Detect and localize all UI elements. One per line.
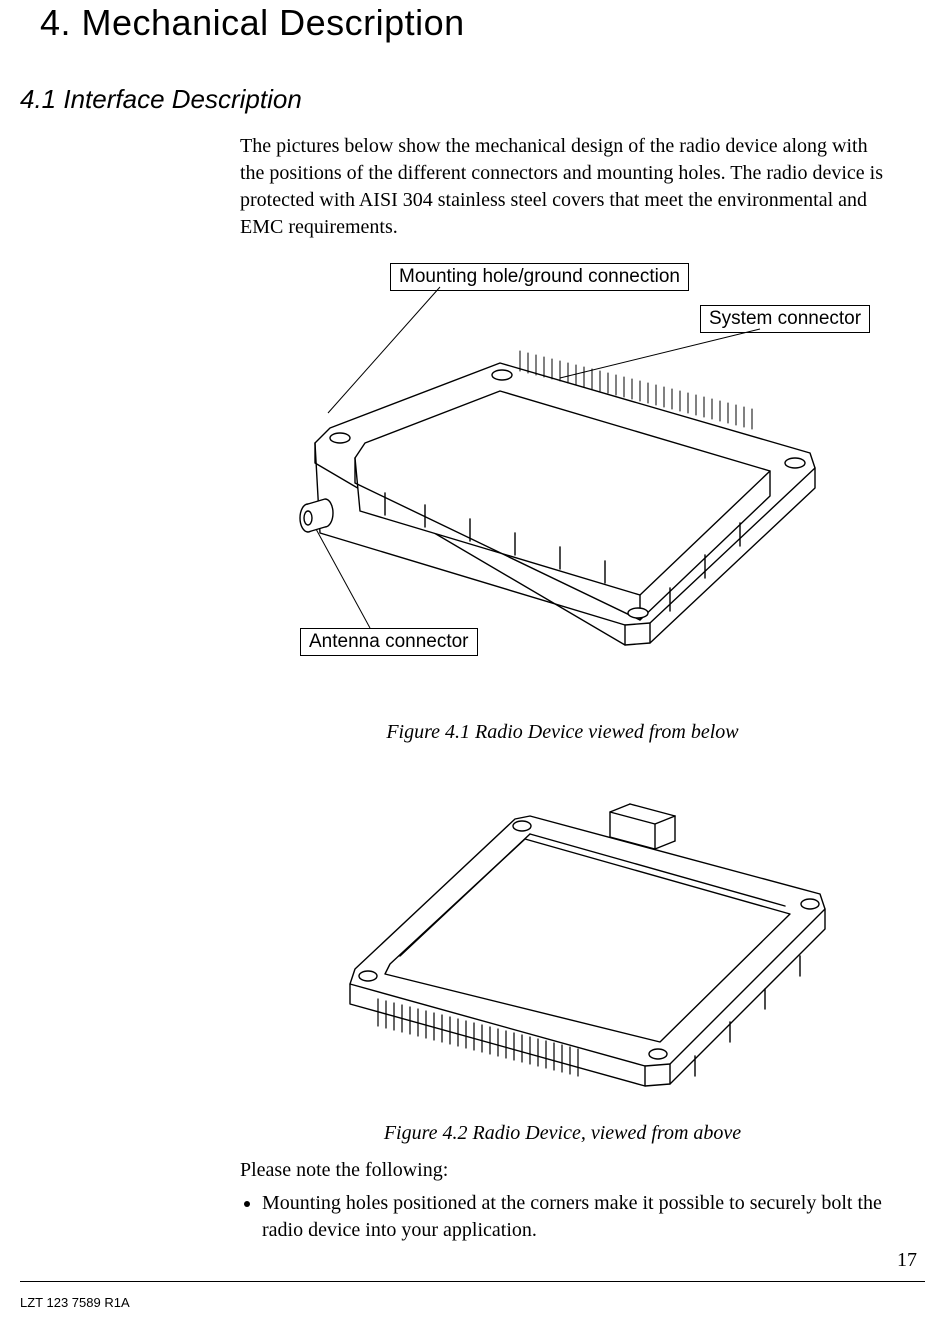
footer-page-number: 17 <box>897 1249 917 1272</box>
notes-intro: Please note the following: <box>240 1159 885 1182</box>
figure-1-wrap: Mounting hole/ground connection System c… <box>240 263 885 693</box>
body-column: The pictures below show the mechanical d… <box>240 133 885 1244</box>
figure2-device-drawing <box>300 794 840 1094</box>
figure1-caption: Figure 4.1 Radio Device viewed from belo… <box>240 721 885 744</box>
figure1-device-drawing <box>270 333 860 683</box>
figure-2-wrap <box>240 794 885 1094</box>
page-root: 4. Mechanical Description 4.1 Interface … <box>0 0 945 1334</box>
figure2-caption: Figure 4.2 Radio Device, viewed from abo… <box>240 1122 885 1145</box>
chapter-heading: 4. Mechanical Description <box>40 0 945 44</box>
note-item: Mounting holes positioned at the corners… <box>262 1190 885 1244</box>
footer-document-id: LZT 123 7589 R1A <box>20 1295 130 1310</box>
intro-paragraph: The pictures below show the mechanical d… <box>240 133 885 241</box>
notes-list: Mounting holes positioned at the corners… <box>258 1190 885 1244</box>
section-heading: 4.1 Interface Description <box>20 84 945 115</box>
footer-rule <box>20 1281 925 1282</box>
